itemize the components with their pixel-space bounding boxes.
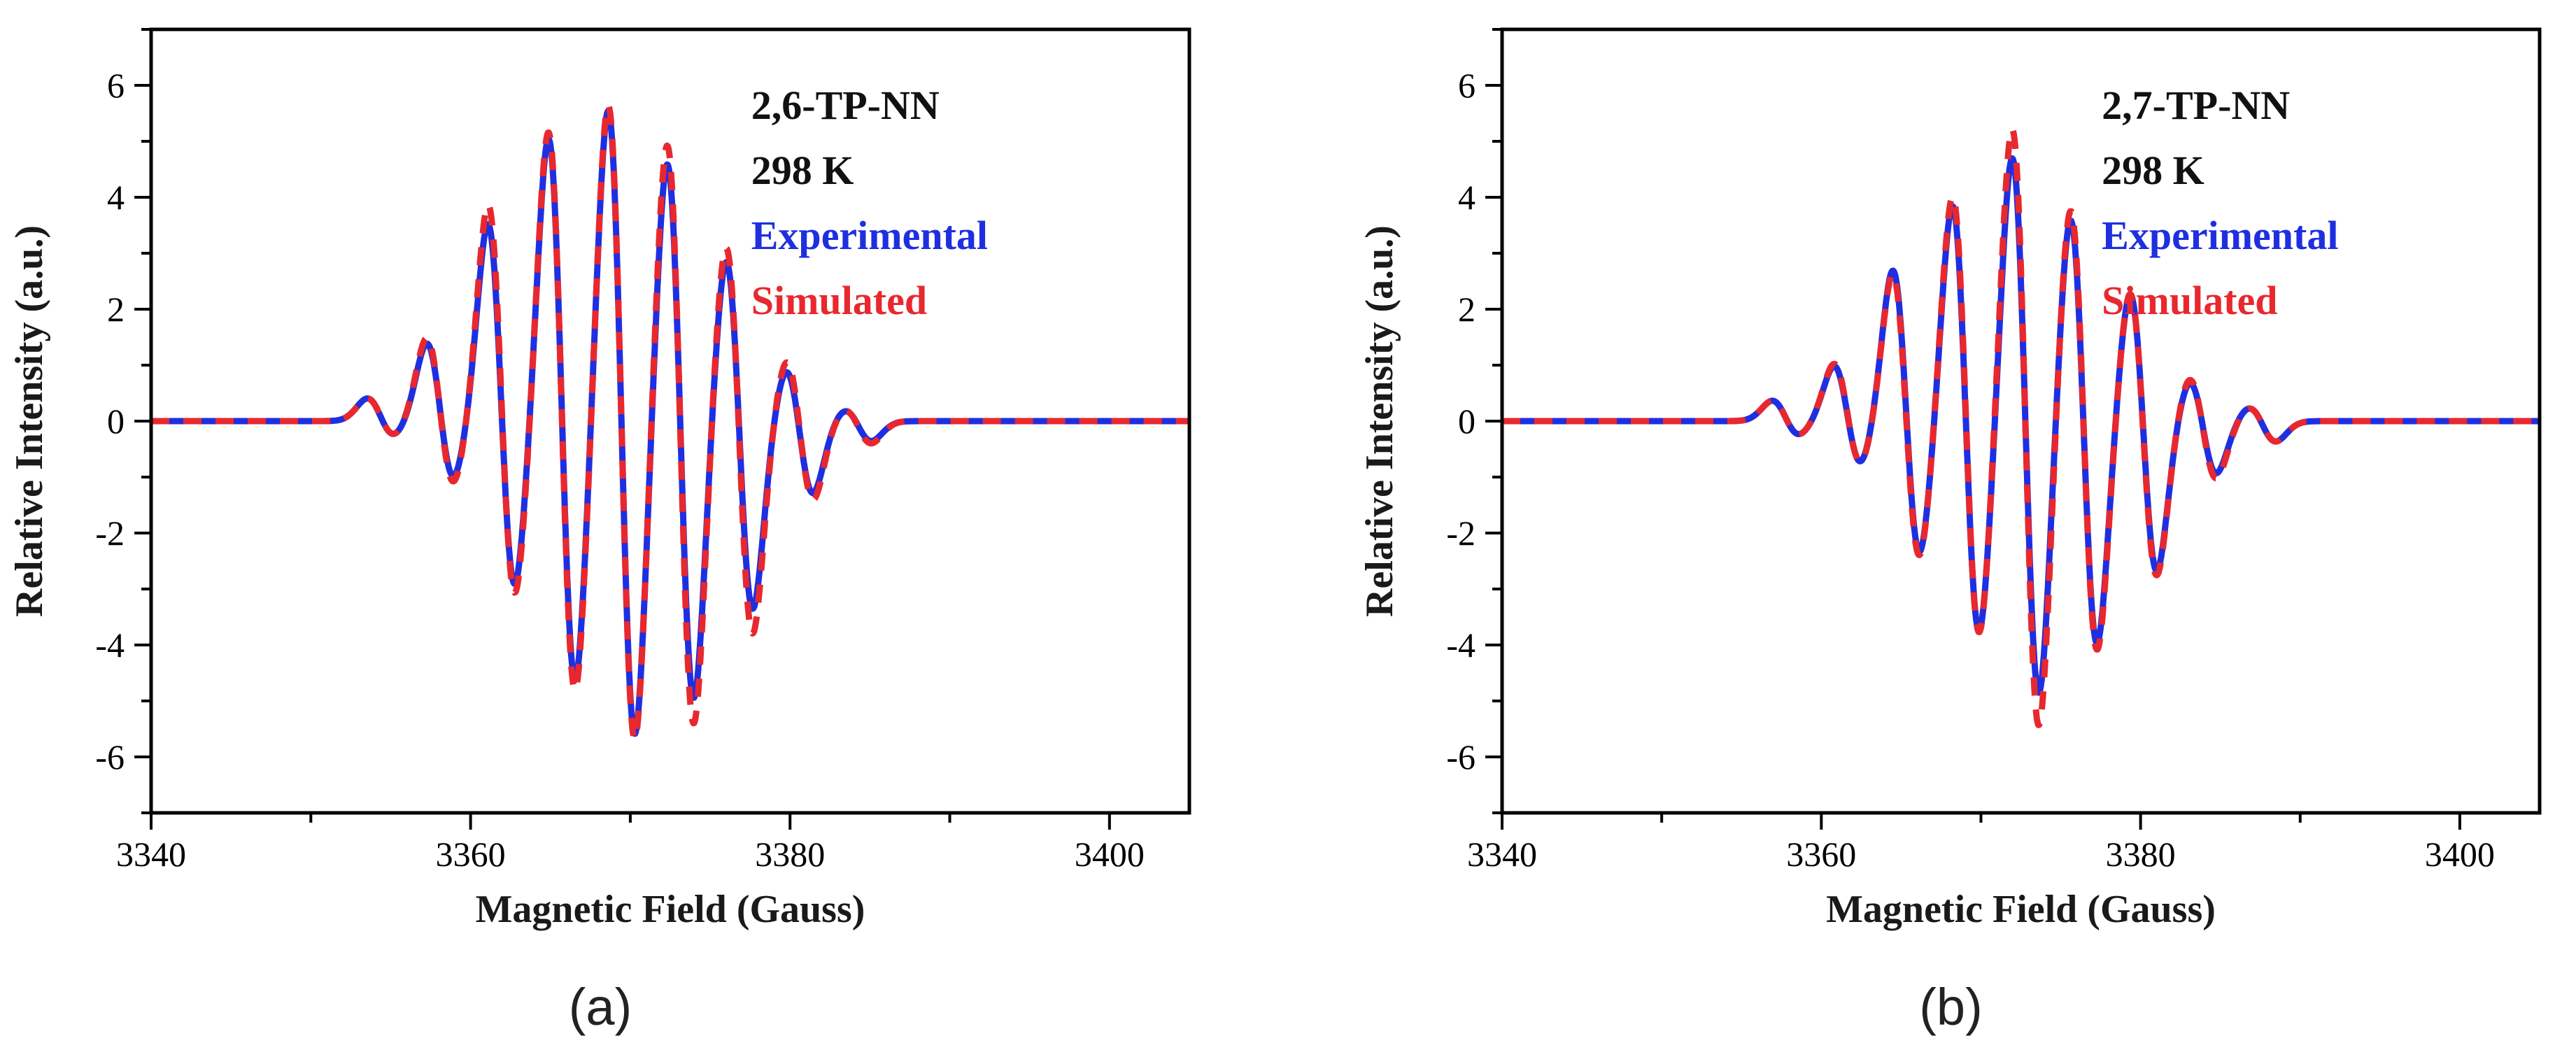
series-line-simulated	[1502, 126, 2540, 728]
x-tick-label: 3360	[1786, 835, 1856, 874]
y-tick-label: -4	[1446, 625, 1475, 665]
legend-entry: 2,7-TP-NN	[2102, 83, 2290, 128]
y-tick-label: 4	[107, 178, 125, 217]
x-tick-label: 3400	[2425, 835, 2495, 874]
x-tick-label: 3380	[2106, 835, 2176, 874]
x-tick-label: 3340	[1467, 835, 1537, 874]
y-tick-label: 0	[1458, 402, 1475, 441]
panel-label: (a)	[569, 978, 632, 1036]
y-tick-label: -2	[95, 513, 125, 553]
y-tick-label: 6	[1458, 66, 1475, 105]
legend-entry: 298 K	[2102, 148, 2205, 193]
x-tick-label: 3340	[116, 835, 186, 874]
y-tick-label: -4	[95, 625, 125, 665]
legend-entry: Simulated	[2102, 278, 2277, 323]
y-tick-label: 2	[1458, 290, 1475, 329]
y-tick-label: 0	[107, 402, 125, 441]
legend-entry: Simulated	[751, 278, 927, 323]
x-tick-label: 3360	[436, 835, 506, 874]
legend-entry: 2,6-TP-NN	[751, 83, 940, 128]
y-tick-label: -6	[1446, 737, 1475, 776]
chart-panel-a: 3340 3360 3380 3400 -6 -4 -2 0 2 4 6 Magnetic Field…	[8, 27, 1191, 1036]
x-axis-title: Magnetic Field (Gauss)	[476, 888, 865, 931]
legend-entry: Experimental	[751, 213, 988, 258]
x-axis-title: Magnetic Field (Gauss)	[1826, 888, 2216, 931]
y-axis-title: Relative Intensity (a.u.)	[1358, 225, 1401, 617]
y-tick-label: 4	[1458, 178, 1475, 217]
legend-entry: Experimental	[2102, 213, 2338, 258]
y-tick-label: -2	[1446, 513, 1475, 553]
y-tick-label: 6	[107, 66, 125, 105]
y-axis-title: Relative Intensity (a.u.)	[8, 225, 51, 617]
y-tick-label: -6	[95, 737, 125, 776]
panel-label: (b)	[1919, 978, 1982, 1036]
series-line-simulated	[151, 102, 1189, 742]
y-tick-label: 2	[107, 290, 125, 329]
chart-panel-b: 3340 3360 3380 3400 -6 -4 -2 0 2 4 6 Magnetic Field…	[1358, 27, 2542, 1036]
x-tick-label: 3380	[755, 835, 825, 874]
legend-entry: 298 K	[751, 148, 854, 193]
x-tick-label: 3400	[1075, 835, 1145, 874]
